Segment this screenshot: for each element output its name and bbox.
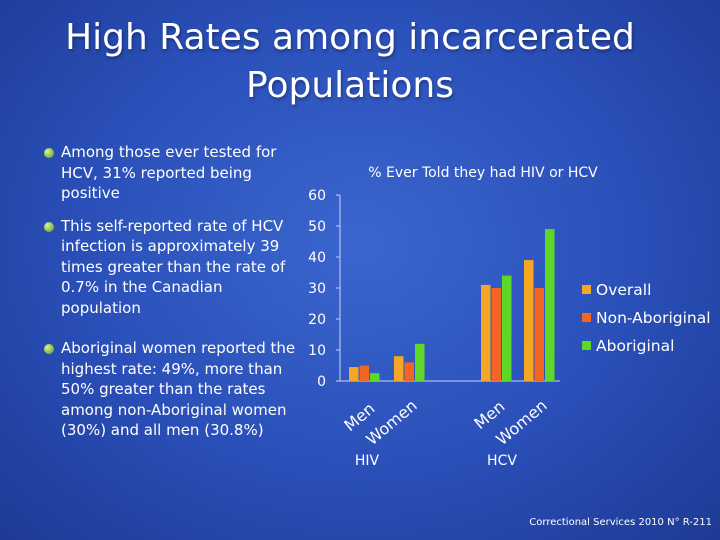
- legend-swatch: [582, 341, 591, 350]
- bar-aboriginal-women: [415, 343, 425, 381]
- x-tick-label: Women: [362, 396, 420, 449]
- bullet-text: Among those ever tested for HCV, 31% rep…: [61, 143, 277, 202]
- legend-label: Non-Aboriginal: [596, 309, 711, 327]
- legend-label: Overall: [596, 281, 651, 299]
- bar-non-aboriginal-women: [534, 288, 544, 381]
- bar-non-aboriginal-men: [491, 288, 501, 381]
- bullet-item: Among those ever tested for HCV, 31% rep…: [44, 142, 306, 204]
- bullet-dot-icon: [44, 344, 54, 354]
- y-tick-label: 0: [317, 374, 326, 390]
- chart-title: % Ever Told they had HIV or HCV: [368, 165, 598, 181]
- bar-non-aboriginal-women: [404, 362, 414, 381]
- y-tick-label: 50: [308, 219, 326, 235]
- slide-title: High Rates among incarcerated Population…: [0, 14, 700, 110]
- group-label: HCV: [487, 453, 517, 469]
- legend-swatch: [582, 313, 591, 322]
- bullet-text: This self-reported rate of HCV infection…: [61, 216, 286, 317]
- y-tick-label: 20: [308, 312, 326, 328]
- bullet-dot-icon: [44, 221, 54, 232]
- bar-aboriginal-women: [545, 229, 555, 381]
- bar-overall-women: [524, 260, 534, 381]
- y-tick-label: 60: [308, 188, 326, 204]
- bullet-item: Aboriginal women reported the highest ra…: [44, 338, 306, 441]
- bullet-list: Among those ever tested for HCV, 31% rep…: [44, 142, 306, 441]
- bar-non-aboriginal-men: [359, 365, 369, 381]
- title-line-2: Populations: [246, 65, 454, 106]
- bar-aboriginal-men: [502, 275, 512, 381]
- bullet-dot-icon: [44, 148, 54, 158]
- source-footer: Correctional Services 2010 N° R-211: [529, 517, 712, 528]
- y-tick-label: 30: [308, 281, 326, 297]
- bar-aboriginal-men: [370, 373, 380, 381]
- bar-overall-men: [349, 367, 359, 381]
- y-tick-label: 40: [308, 250, 326, 266]
- bullet-item: This self-reported rate of HCV infection…: [44, 216, 306, 319]
- legend-label: Aboriginal: [596, 337, 674, 355]
- bar-overall-women: [394, 356, 404, 381]
- legend-swatch: [582, 285, 591, 294]
- title-line-1: High Rates among incarcerated: [65, 17, 635, 58]
- y-tick-label: 10: [308, 343, 326, 359]
- bullet-text: Aboriginal women reported the highest ra…: [61, 339, 296, 439]
- bar-overall-men: [481, 284, 491, 381]
- group-label: HIV: [355, 453, 380, 469]
